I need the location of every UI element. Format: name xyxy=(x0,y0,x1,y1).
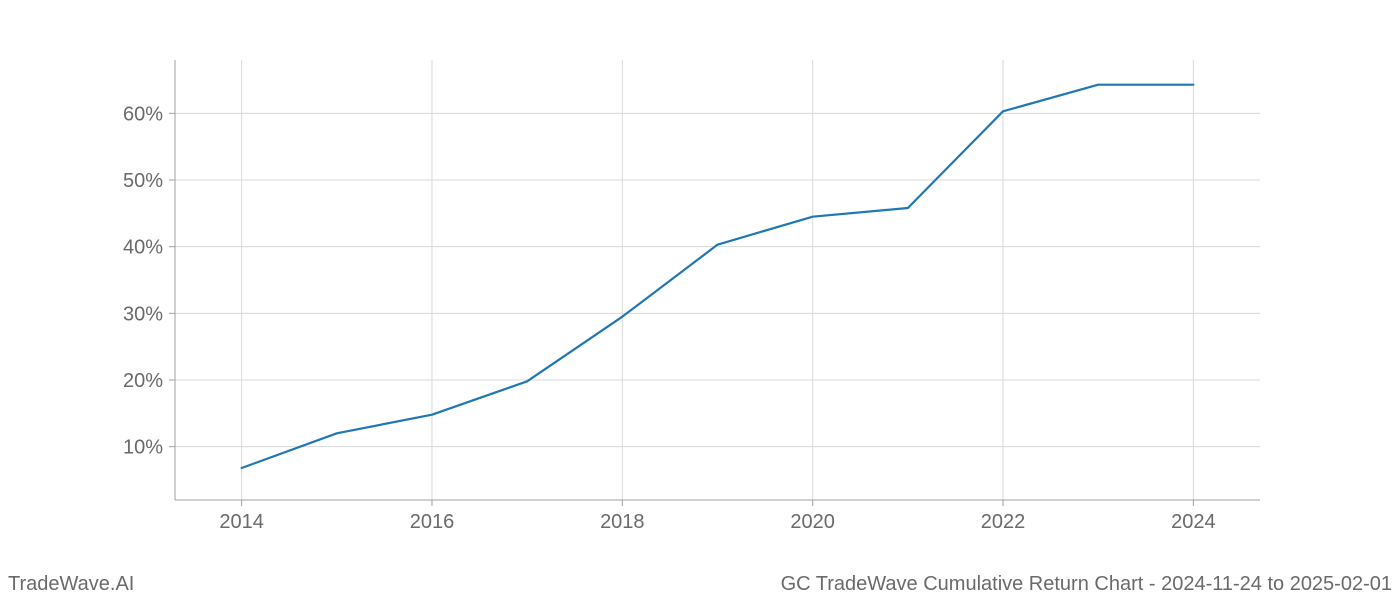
y-tick-label: 40% xyxy=(123,237,163,259)
footer-caption: GC TradeWave Cumulative Return Chart - 2… xyxy=(781,573,1392,596)
footer-branding: TradeWave.AI xyxy=(8,573,134,596)
y-tick-label: 10% xyxy=(123,437,163,459)
y-tick-label: 20% xyxy=(123,370,163,392)
x-tick-label: 2018 xyxy=(600,511,645,533)
y-tick-label: 30% xyxy=(123,303,163,325)
y-tick-label: 60% xyxy=(123,103,163,125)
x-tick-label: 2016 xyxy=(410,511,455,533)
cumulative-return-chart: 2014 2016 2018 2020 2022 2024 10% 20% 30% 40% 50% 6… xyxy=(0,0,1400,600)
x-tick-label: 2022 xyxy=(981,511,1026,533)
x-tick-label: 2014 xyxy=(219,511,264,533)
series-line xyxy=(242,85,1194,468)
y-tick-label: 50% xyxy=(123,170,163,192)
x-tick-label: 2020 xyxy=(790,511,835,533)
x-tick-label: 2024 xyxy=(1171,511,1216,533)
